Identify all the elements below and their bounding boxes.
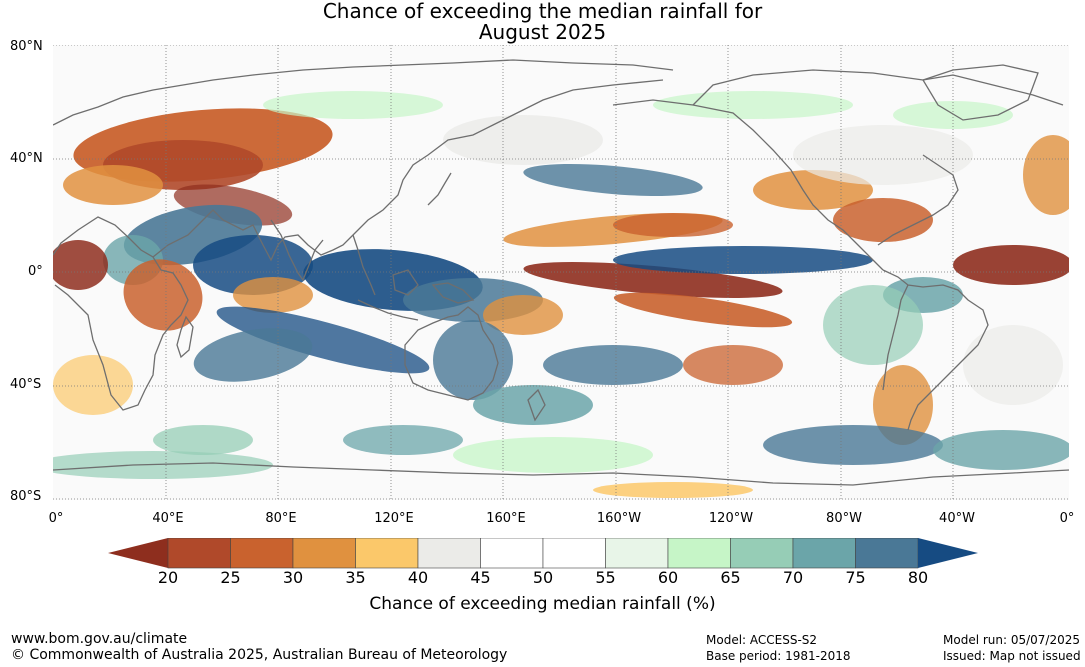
lon-label-160w: 160°W xyxy=(596,511,642,526)
lon-label-0: 0° xyxy=(48,511,64,526)
probability-blob xyxy=(873,365,933,445)
lat-label-80s: 80°S xyxy=(10,489,42,504)
probability-blob xyxy=(823,285,923,365)
footer-copyright: © Commonwealth of Australia 2025, Austra… xyxy=(11,647,508,663)
colorbar-cell xyxy=(480,538,544,569)
probability-blob xyxy=(793,125,973,185)
footer-model: Model: ACCESS-S2 xyxy=(706,633,818,647)
footer-url: www.bom.gov.au/climate xyxy=(11,631,188,647)
colorbar-cell xyxy=(230,538,294,569)
probability-blob xyxy=(1023,135,1069,215)
map-title-line1: Chance of exceeding the median rainfall … xyxy=(322,0,763,23)
lon-label-80w: 80°W xyxy=(826,511,862,526)
probability-blob xyxy=(953,245,1069,285)
colorbar-tick-label: 55 xyxy=(595,568,616,587)
colorbar-cell xyxy=(355,538,419,569)
lon-label-120e: 120°E xyxy=(374,511,414,526)
footer-model-run: Model run: 05/07/2025 xyxy=(943,633,1081,647)
colorbar-tick-label: 40 xyxy=(407,568,429,587)
lon-label-80e: 80°E xyxy=(265,511,297,526)
colorbar-tick-label: 25 xyxy=(220,568,241,587)
probability-blob xyxy=(193,328,313,382)
colorbar-label: Chance of exceeding median rainfall (%) xyxy=(369,594,716,614)
colorbar-tick-label: 80 xyxy=(907,568,929,587)
colorbar-tick-label: 60 xyxy=(657,568,679,587)
footer-issued: Issued: Map not issued xyxy=(943,649,1081,663)
probability-field xyxy=(53,91,1069,498)
colorbar-tick-label: 75 xyxy=(845,568,866,587)
coastlines xyxy=(53,59,1069,486)
probability-blob xyxy=(963,325,1063,405)
colorbar-cells xyxy=(167,538,919,569)
colorbar-cell xyxy=(792,538,856,569)
colorbar-tick-label: 65 xyxy=(720,568,741,587)
colorbar-tick-label: 30 xyxy=(282,568,304,587)
colorbar-tick-label: 35 xyxy=(345,568,366,587)
probability-blob xyxy=(53,355,133,415)
lon-label-40w: 40°W xyxy=(939,511,975,526)
probability-blob xyxy=(153,425,253,455)
lon-label-160e: 160°E xyxy=(486,511,526,526)
lon-label-40e: 40°E xyxy=(152,511,184,526)
lat-label-40n: 40°N xyxy=(10,151,43,166)
lat-label-80n: 80°N xyxy=(10,39,43,54)
lat-label-40s: 40°S xyxy=(10,377,42,392)
colorbar-cell xyxy=(730,538,794,569)
colorbar-cell xyxy=(667,538,731,569)
probability-blob xyxy=(523,262,783,298)
colorbar-cell xyxy=(167,538,231,569)
colorbar-cell xyxy=(542,538,606,569)
probability-blob xyxy=(683,345,783,385)
colorbar-tick-label: 20 xyxy=(157,568,179,587)
colorbar-cell xyxy=(605,538,669,569)
probability-blob xyxy=(543,345,683,385)
probability-blob xyxy=(233,277,313,313)
colorbar-cell xyxy=(855,538,919,569)
probability-blob xyxy=(433,320,513,400)
graticule xyxy=(53,45,1069,500)
probability-blob xyxy=(263,91,443,119)
probability-blob xyxy=(216,306,430,374)
colorbar-high-extension xyxy=(918,538,978,568)
probability-blob xyxy=(443,115,603,165)
colorbar-tick-label: 50 xyxy=(532,568,554,587)
lon-label-120w: 120°W xyxy=(708,511,754,526)
lat-label-equator: 0° xyxy=(28,264,43,279)
probability-blob xyxy=(523,163,703,197)
colorbar-cell xyxy=(417,538,481,569)
colorbar xyxy=(108,538,978,569)
probability-blob xyxy=(613,213,733,237)
probability-blob xyxy=(63,165,163,205)
rainfall-map xyxy=(53,45,1069,500)
colorbar-cell xyxy=(292,538,356,569)
colorbar-tick-label: 45 xyxy=(470,568,491,587)
probability-blob xyxy=(613,246,873,274)
probability-blob xyxy=(763,425,943,465)
probability-blob xyxy=(833,198,933,242)
probability-blob xyxy=(453,437,653,473)
probability-blob xyxy=(473,385,593,425)
colorbar-tick-label: 70 xyxy=(782,568,804,587)
probability-blob xyxy=(53,451,273,479)
footer-base-period: Base period: 1981-2018 xyxy=(706,649,851,663)
colorbar-low-extension xyxy=(108,538,168,568)
map-title-line2: August 2025 xyxy=(478,20,607,44)
probability-blob xyxy=(653,91,853,119)
lon-label-360: 0° xyxy=(1059,511,1075,526)
probability-blob xyxy=(613,292,793,328)
probability-blob xyxy=(933,430,1069,470)
probability-blob xyxy=(593,482,753,498)
probability-blob xyxy=(343,425,463,455)
probability-blob xyxy=(53,240,108,290)
